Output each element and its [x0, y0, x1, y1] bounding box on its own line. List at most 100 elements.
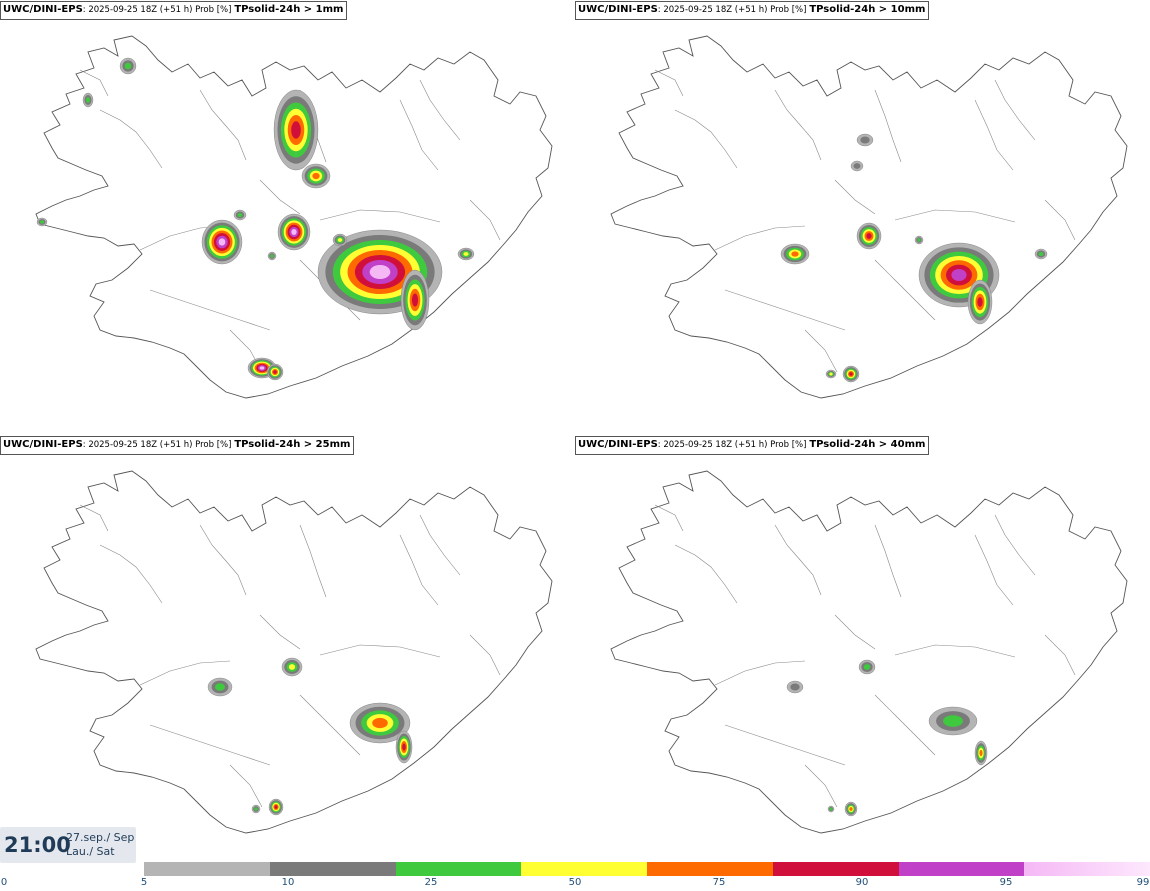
region-border	[774, 524, 822, 596]
legend-swatch	[1024, 862, 1150, 876]
iceland-map	[610, 35, 1128, 399]
region-border	[874, 524, 902, 598]
probability-contour	[863, 664, 871, 670]
region-border	[1044, 634, 1076, 676]
probability-contour	[866, 233, 872, 239]
probability-area	[856, 222, 882, 250]
probability-area	[780, 243, 810, 265]
probability-contour	[254, 807, 258, 811]
probability-contour	[270, 254, 274, 258]
map-panel-10mm: UWC/DINI-EPS: 2025-09-25 18Z (+51 h) Pro…	[575, 0, 1150, 435]
region-border	[419, 79, 461, 141]
coastline-layer	[35, 35, 553, 399]
probability-area	[858, 659, 876, 675]
probability-contour	[291, 229, 297, 235]
coastline-layer	[610, 35, 1128, 399]
probability-area	[842, 365, 860, 383]
region-border	[804, 764, 838, 808]
probability-area	[1034, 248, 1048, 260]
valid-date: 27.sep./ Sep Lau./ Sat	[66, 831, 134, 859]
probability-contour	[85, 97, 91, 103]
probability-area	[928, 706, 978, 736]
probability-area	[281, 657, 303, 677]
probability-area	[400, 269, 430, 331]
region-border	[874, 259, 936, 321]
region-border	[804, 329, 838, 373]
probability-contour	[463, 252, 469, 256]
coastline	[35, 470, 553, 834]
region-border	[469, 634, 501, 676]
region-border	[299, 694, 361, 756]
probability-area	[82, 92, 94, 108]
panel-title: UWC/DINI-EPS: 2025-09-25 18Z (+51 h) Pro…	[575, 436, 930, 455]
region-border	[139, 660, 231, 686]
region-border	[974, 534, 1014, 606]
region-border	[714, 225, 806, 251]
region-border	[714, 660, 806, 686]
probability-contour	[369, 265, 391, 279]
color-legend-bar	[144, 862, 1150, 876]
region-border	[994, 79, 1036, 141]
probability-contour	[849, 807, 853, 811]
probability-area	[233, 209, 247, 221]
probability-contour	[943, 715, 963, 727]
region-border	[99, 544, 163, 604]
legend-tick-label: 50	[568, 877, 582, 888]
legend-swatch	[521, 862, 647, 876]
probability-contour	[977, 297, 983, 307]
iceland-map	[35, 35, 553, 399]
legend-tick-label: 75	[712, 877, 726, 888]
iceland-map	[35, 470, 553, 834]
region-border	[319, 209, 441, 223]
color-legend-labels: 0 5 10 25 50 75 90 95 99	[0, 876, 1150, 891]
probability-area	[786, 680, 804, 694]
region-border	[419, 514, 461, 576]
probability-contour	[829, 807, 833, 811]
probability-contour	[411, 293, 419, 307]
probability-area	[967, 279, 993, 325]
region-border	[469, 199, 501, 241]
probability-contour	[337, 238, 343, 242]
probability-contour	[288, 664, 296, 670]
region-border	[994, 514, 1036, 576]
coastline-layer	[610, 470, 1128, 834]
probability-area	[119, 57, 137, 75]
region-border	[774, 89, 822, 161]
probability-contour	[791, 251, 799, 257]
legend-swatch	[144, 862, 270, 876]
probability-contour	[917, 238, 921, 242]
probability-contour	[829, 372, 833, 376]
region-border	[79, 504, 109, 532]
day-line: Lau./ Sat	[66, 845, 115, 858]
probability-area	[457, 247, 475, 261]
coastline	[610, 470, 1128, 834]
region-border	[974, 99, 1014, 171]
probability-contour	[259, 366, 265, 370]
region-border	[399, 534, 439, 606]
probability-area	[251, 804, 261, 814]
probability-contour	[124, 62, 132, 70]
iceland-map	[610, 470, 1128, 834]
probability-contour	[291, 121, 301, 139]
probability-contour	[860, 136, 870, 144]
probability-area	[207, 677, 233, 697]
region-border	[724, 724, 846, 766]
region-border	[319, 644, 441, 658]
region-border	[229, 764, 263, 808]
region-border	[399, 99, 439, 171]
legend-tick-label: 25	[424, 877, 438, 888]
region-border	[79, 69, 109, 97]
map-panel-40mm: UWC/DINI-EPS: 2025-09-25 18Z (+51 h) Pro…	[575, 435, 1150, 870]
panel-title: UWC/DINI-EPS: 2025-09-25 18Z (+51 h) Pro…	[575, 1, 930, 20]
valid-time-box: 21:00 27.sep./ Sep Lau./ Sat	[0, 827, 136, 863]
region-border	[834, 179, 876, 215]
probability-area	[827, 805, 835, 813]
probability-area	[825, 369, 837, 379]
probability-contour	[372, 717, 388, 729]
probability-contour	[402, 743, 406, 751]
probability-contour	[215, 683, 225, 691]
probability-area	[395, 730, 413, 764]
probability-contour	[790, 683, 800, 691]
legend-tick-label: 99	[1136, 877, 1150, 888]
region-border	[724, 289, 846, 331]
